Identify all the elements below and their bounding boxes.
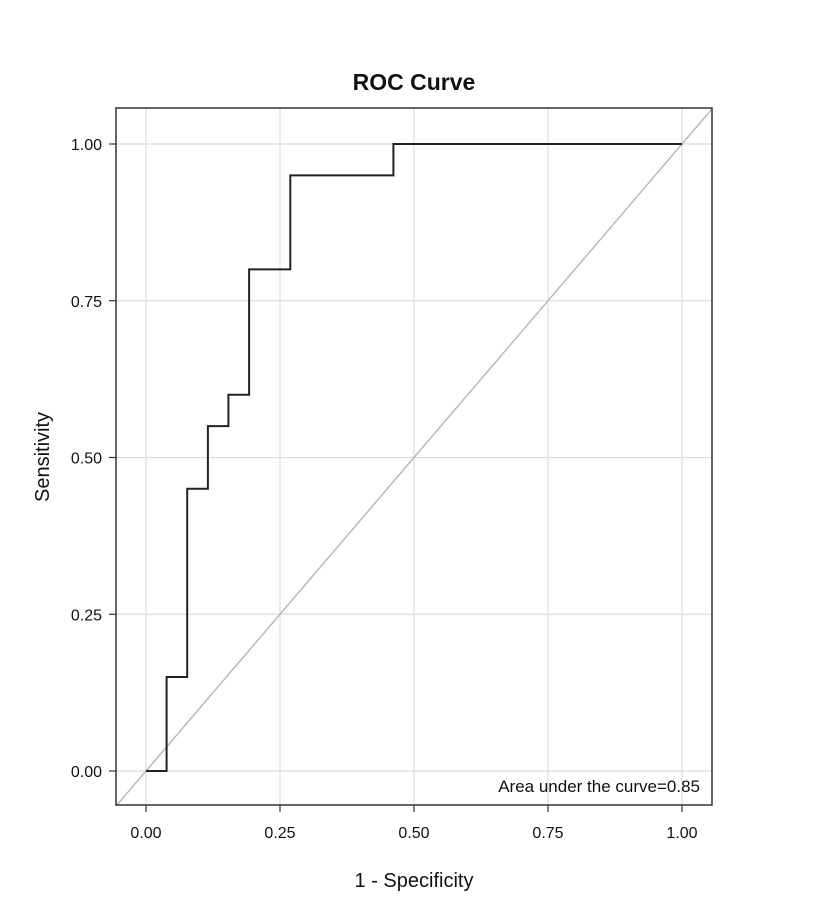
x-axis-ticks: 0.00 0.25 0.50 0.75 1.00 [130,805,698,842]
x-tick-label: 0.50 [398,825,429,842]
x-tick-label: 0.00 [130,825,161,842]
y-tick-label: 1.00 [71,137,102,154]
y-tick-label: 0.25 [71,607,102,624]
auc-annotation: Area under the curve=0.85 [498,777,700,796]
reference-diagonal-line [115,108,713,807]
y-tick-label: 0.75 [71,294,102,311]
roc-curve-line [146,143,682,772]
x-tick-label: 0.25 [264,825,295,842]
diagonal-layer [115,108,713,807]
curve-layer [146,143,682,772]
y-tick-label: 0.00 [71,764,102,781]
chart-title: ROC Curve [353,69,476,95]
y-axis-label: Sensitivity [32,412,54,502]
x-tick-label: 1.00 [666,825,697,842]
y-tick-label: 0.50 [71,451,102,468]
x-axis-label: 1 - Specificity [355,870,474,892]
x-tick-label: 0.75 [532,825,563,842]
y-axis-ticks: 0.00 0.25 0.50 0.75 1.00 [71,137,116,781]
